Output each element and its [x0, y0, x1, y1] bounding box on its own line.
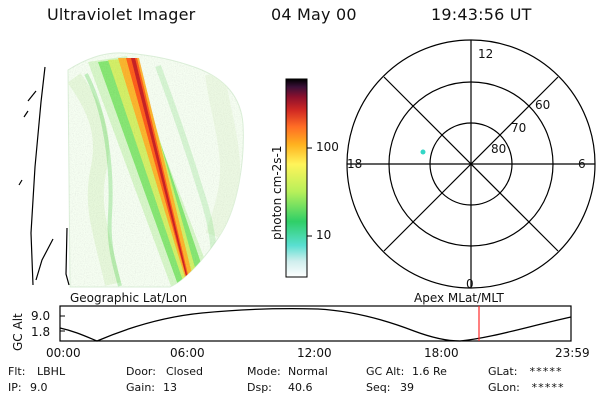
- apex-polar-plot: [346, 39, 596, 289]
- polar-plot-label: Apex MLat/MLT: [414, 291, 504, 305]
- mode-label: Mode:: [247, 365, 281, 378]
- coastline-left-1: [30, 66, 46, 286]
- altitude-tick-1-8: 1.8: [31, 325, 51, 339]
- time-label: 19:43:56 UT: [431, 5, 532, 24]
- coastline-left-6: [18, 179, 23, 186]
- glon-label: GLon:: [488, 381, 520, 394]
- colorbar: [285, 78, 312, 278]
- time-tick-0000: 00:00: [46, 346, 81, 360]
- coastline-left-4: [27, 90, 37, 102]
- mlt-label-bottom: 0: [466, 277, 474, 291]
- gain-label: Gain:: [126, 381, 155, 394]
- gc-alt-value: 1.6 Re: [412, 365, 447, 378]
- glon-value: *****: [531, 381, 565, 394]
- mlt-label-top: 12: [478, 47, 494, 61]
- ip-value: 9.0: [30, 381, 48, 394]
- left-panel-label: Geographic Lat/Lon: [70, 291, 188, 305]
- time-tick-1200: 12:00: [297, 346, 332, 360]
- polar-meridian-diag-2: [383, 76, 559, 252]
- altitude-axis-label: GC Alt: [11, 313, 25, 351]
- altitude-tick-9: 9.0: [31, 309, 51, 323]
- coastline-left-3: [65, 227, 70, 286]
- polar-spot-marker: [420, 149, 426, 155]
- time-tick-1800: 18:00: [424, 346, 459, 360]
- mlt-label-left: 18: [347, 157, 363, 171]
- coastline-left-2: [35, 238, 54, 281]
- dsp-value: 40.6: [288, 381, 313, 394]
- latitude-label-80: 80: [491, 142, 507, 156]
- flt-label: Flt:: [8, 365, 26, 378]
- mlt-label-right: 6: [578, 157, 586, 171]
- auroral-image: [67, 52, 244, 288]
- flt-value: LBHL: [37, 365, 66, 378]
- time-tick-2359: 23:59: [555, 346, 590, 360]
- coastline-left-5: [23, 110, 29, 118]
- door-value: Closed: [166, 365, 203, 378]
- colorbar-unit-label: photon cm-2s-1: [270, 145, 284, 241]
- time-tick-0600: 06:00: [170, 346, 205, 360]
- gain-value: 13: [163, 381, 177, 394]
- colorbar-tick-100: 100: [316, 140, 339, 154]
- mode-value: Normal: [288, 365, 328, 378]
- seq-value: 39: [400, 381, 414, 394]
- geographic-overlay: [18, 66, 70, 286]
- seq-label: Seq:: [366, 381, 391, 394]
- door-label: Door:: [126, 365, 156, 378]
- instrument-title: Ultraviolet Imager: [47, 5, 196, 24]
- dsp-label: Dsp:: [247, 381, 272, 394]
- altitude-strip: [59, 305, 572, 342]
- gc-alt-label: GC Alt:: [366, 365, 405, 378]
- glat-value: *****: [529, 365, 563, 378]
- glat-label: GLat:: [488, 365, 518, 378]
- date-label: 04 May 00: [271, 5, 357, 24]
- latitude-label-70: 70: [511, 121, 527, 135]
- latitude-label-60: 60: [535, 98, 551, 112]
- colorbar-tick-10: 10: [316, 228, 332, 242]
- ip-label: IP:: [8, 381, 22, 394]
